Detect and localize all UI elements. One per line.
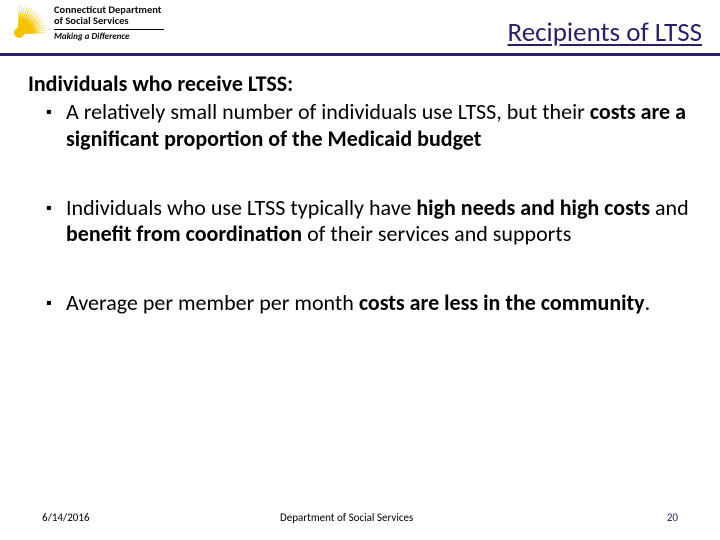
- bullet-item: Average per member per month costs are l…: [46, 290, 692, 317]
- agency-logo-text: Connecticut Department of Social Service…: [54, 4, 164, 41]
- bullet-item: Individuals who use LTSS typically have …: [46, 195, 692, 249]
- footer-date: 6/14/2016: [42, 511, 90, 524]
- slide-content: Individuals who receive LTSS: A relative…: [0, 56, 720, 317]
- text-run: costs are less in the community: [359, 289, 645, 316]
- footer-page-number: 20: [667, 511, 678, 524]
- bullet-list: A relatively small number of individuals…: [28, 99, 692, 317]
- footer-department: Department of Social Services: [280, 511, 413, 524]
- text-run: .: [645, 289, 651, 316]
- text-run: Average per member per month: [66, 289, 359, 316]
- text-run: A relatively small number of individuals…: [66, 98, 590, 125]
- bullet-item: A relatively small number of individuals…: [46, 99, 692, 153]
- slide-footer: 6/14/2016 Department of Social Services …: [0, 511, 720, 524]
- logo-line2: of Social Services: [54, 15, 164, 26]
- sun-icon: [14, 4, 48, 38]
- text-run: Individuals who use LTSS typically have: [66, 194, 416, 221]
- slide-title: Recipients of LTSS: [508, 16, 702, 49]
- text-run: benefit from coordination: [66, 220, 307, 247]
- content-lead: Individuals who receive LTSS:: [28, 70, 692, 97]
- slide-header: Connecticut Department of Social Service…: [0, 0, 720, 56]
- text-run: high needs and high costs: [416, 194, 655, 221]
- logo-tagline: Making a Difference: [54, 32, 164, 41]
- logo-rule: [54, 29, 164, 30]
- text-run: and: [655, 194, 689, 221]
- text-run: of their services and supports: [307, 220, 571, 247]
- agency-logo: Connecticut Department of Social Service…: [14, 4, 164, 41]
